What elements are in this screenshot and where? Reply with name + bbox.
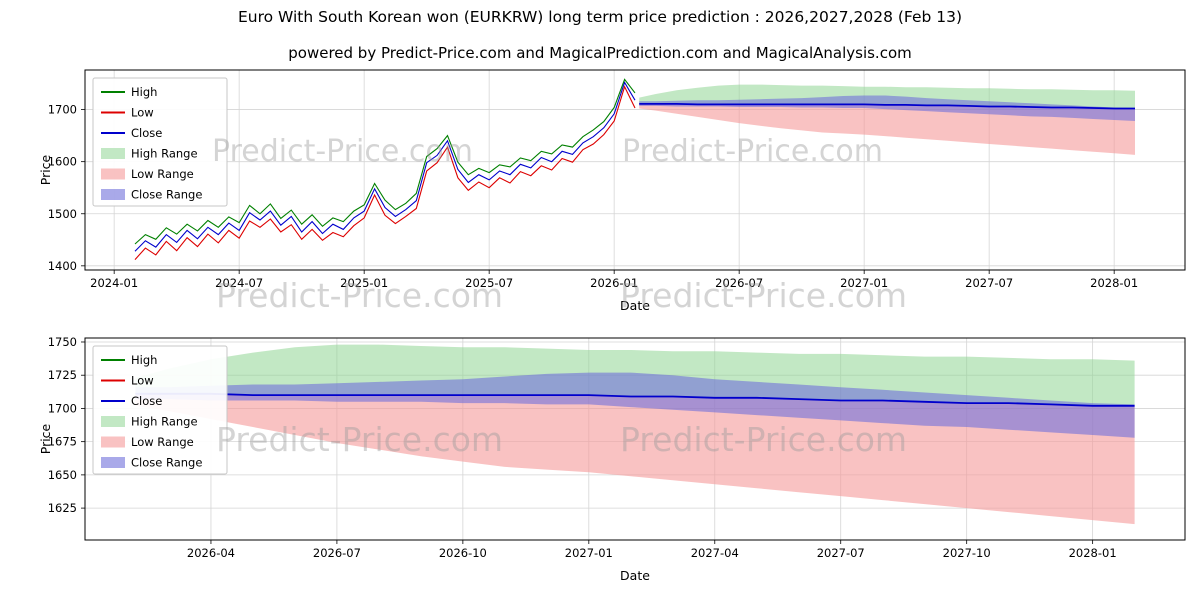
legend-swatch-high-range <box>101 148 125 159</box>
x-tick-label: 2024-01 <box>90 276 138 290</box>
x-tick-label: 2028-01 <box>1069 546 1117 560</box>
x-axis: 2026-04 2026-07 2026-10 2027-01 2027-04 2027-… <box>187 540 1117 560</box>
y-tick-label: 1500 <box>48 207 77 221</box>
close-range-band <box>135 372 1135 438</box>
forecast-close-line <box>135 392 1135 407</box>
legend-swatch-close-range <box>101 189 125 200</box>
x-tick-label: 2026-07 <box>715 276 763 290</box>
x-tick-label: 2025-01 <box>340 276 388 290</box>
y-axis: 1625 1650 1675 1700 1725 1750 <box>48 335 85 515</box>
legend-swatch-low-range <box>101 436 125 448</box>
page-title: Euro With South Korean won (EURKRW) long… <box>237 8 963 26</box>
y-tick-label: 1675 <box>48 435 77 449</box>
legend-label: Close <box>131 394 162 408</box>
y-axis-label: Price <box>38 423 53 454</box>
legend-label: Low <box>131 106 154 120</box>
plot-border <box>84 69 1186 271</box>
plot-border <box>84 337 1186 541</box>
legend-label: Low Range <box>131 435 194 449</box>
x-tick-label: 2027-07 <box>817 546 865 560</box>
legend-label: Close Range <box>131 188 202 202</box>
bottom-forecast-chart: 2026-04 2026-07 2026-10 2027-01 2027-04 2027-… <box>38 335 1186 583</box>
y-tick-label: 1750 <box>48 335 77 349</box>
x-tick-label: 2026-01 <box>590 276 638 290</box>
legend-swatch-high-range <box>101 416 125 427</box>
legend-label: High <box>131 85 157 99</box>
low-range-band <box>639 103 1135 155</box>
close-line <box>134 81 636 252</box>
x-tick-label: 2027-10 <box>943 546 991 560</box>
x-axis-label: Date <box>620 298 650 313</box>
legend-label: High Range <box>131 147 198 161</box>
legend-box <box>92 77 228 207</box>
legend-label: Low <box>131 374 154 388</box>
legend-box <box>92 345 228 475</box>
y-tick-label: 1625 <box>48 501 77 515</box>
x-tick-label: 2025-07 <box>465 276 513 290</box>
legend-swatch-close-range <box>101 457 125 468</box>
y-tick-label: 1725 <box>48 368 77 382</box>
y-tick-label: 1650 <box>48 468 77 482</box>
y-axis: 1400 1500 1600 1700 <box>48 103 85 273</box>
y-tick-label: 1600 <box>48 155 77 169</box>
y-axis-label: Price <box>38 154 53 185</box>
close-range-band <box>639 95 1135 121</box>
high-line <box>134 78 636 245</box>
x-tick-label: 2027-01 <box>840 276 888 290</box>
forecast-close-line <box>639 103 1135 110</box>
legend: High Low Close High Range Low Range Close Ran… <box>92 77 228 207</box>
legend-swatch-low-range <box>101 168 125 180</box>
legend: High Low Close High Range Low Range Close Ran… <box>92 345 228 475</box>
x-tick-label: 2026-10 <box>439 546 487 560</box>
legend-label: High <box>131 353 157 367</box>
x-tick-label: 2028-01 <box>1090 276 1138 290</box>
legend-label: High Range <box>131 415 198 429</box>
y-tick-label: 1700 <box>48 103 77 117</box>
x-tick-label: 2027-01 <box>565 546 613 560</box>
legend-label: Close Range <box>131 456 202 470</box>
x-tick-label: 2026-07 <box>313 546 361 560</box>
x-tick-label: 2026-04 <box>187 546 235 560</box>
x-axis: 2024-01 2024-07 2025-01 2025-07 2026-01 2026-… <box>90 270 1138 290</box>
x-tick-label: 2027-04 <box>691 546 739 560</box>
low-line <box>134 85 636 260</box>
page-subtitle: powered by Predict-Price.com and Magical… <box>288 44 912 62</box>
x-tick-label: 2024-07 <box>215 276 263 290</box>
x-axis-label: Date <box>620 568 650 583</box>
y-tick-label: 1700 <box>48 401 77 415</box>
legend-label: Close <box>131 126 162 140</box>
legend-label: Low Range <box>131 167 194 181</box>
low-range-band <box>135 393 1135 525</box>
top-price-chart: 2024-01 2024-07 2025-01 2025-07 2026-01 2026-… <box>38 69 1186 313</box>
x-tick-label: 2027-07 <box>965 276 1013 290</box>
y-tick-label: 1400 <box>48 259 77 273</box>
